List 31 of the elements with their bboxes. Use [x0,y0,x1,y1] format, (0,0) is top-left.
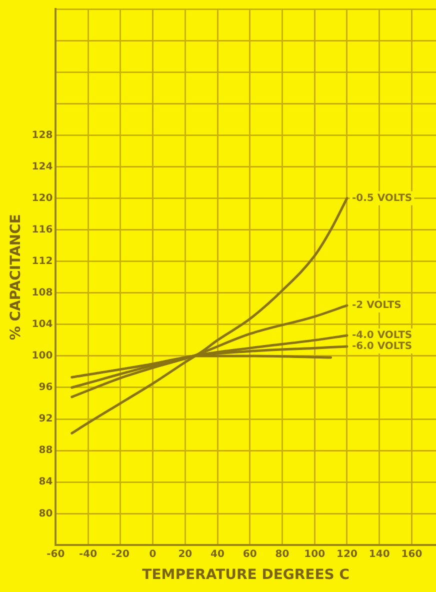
x-tick-label: 140 [368,548,390,560]
y-tick-label: 128 [32,130,53,141]
y-tick-label: 108 [32,287,53,298]
x-tick-label: 0 [149,548,156,560]
y-tick-label: 124 [32,161,53,172]
x-tick-label: 80 [275,548,290,560]
x-axis-title: TEMPERATURE DEGREES C [142,567,350,584]
y-tick-label: 104 [32,319,53,330]
x-tick-label: 40 [210,548,225,560]
y-tick-label: 116 [32,224,53,236]
series-label: -2 VOLTS [352,300,402,312]
y-axis-title: % CAPACITANCE [8,214,24,340]
series-label: -4.0 VOLTS [352,330,412,342]
y-tick-label: 96 [38,382,53,394]
x-tick-label: -20 [111,548,130,560]
y-tick-label: 80 [38,508,53,520]
x-tick-label: 160 [401,548,422,560]
x-tick-label: 20 [178,548,192,560]
y-tick-label: 84 [38,476,53,488]
y-tick-label: 100 [32,350,53,362]
x-tick-label: 60 [242,548,257,560]
y-tick-label: 120 [32,192,53,204]
x-tick-label: -40 [79,548,98,560]
x-tick-label: 120 [336,548,358,560]
y-tick-label: 88 [38,445,53,456]
series-label: -0.5 VOLTS [352,192,412,204]
y-tick-label: 92 [38,414,53,425]
x-tick-label: -60 [46,548,65,560]
y-tick-label: 112 [32,256,53,267]
series-label: -6.0 VOLTS [352,341,412,352]
x-tick-label: 100 [304,548,326,560]
